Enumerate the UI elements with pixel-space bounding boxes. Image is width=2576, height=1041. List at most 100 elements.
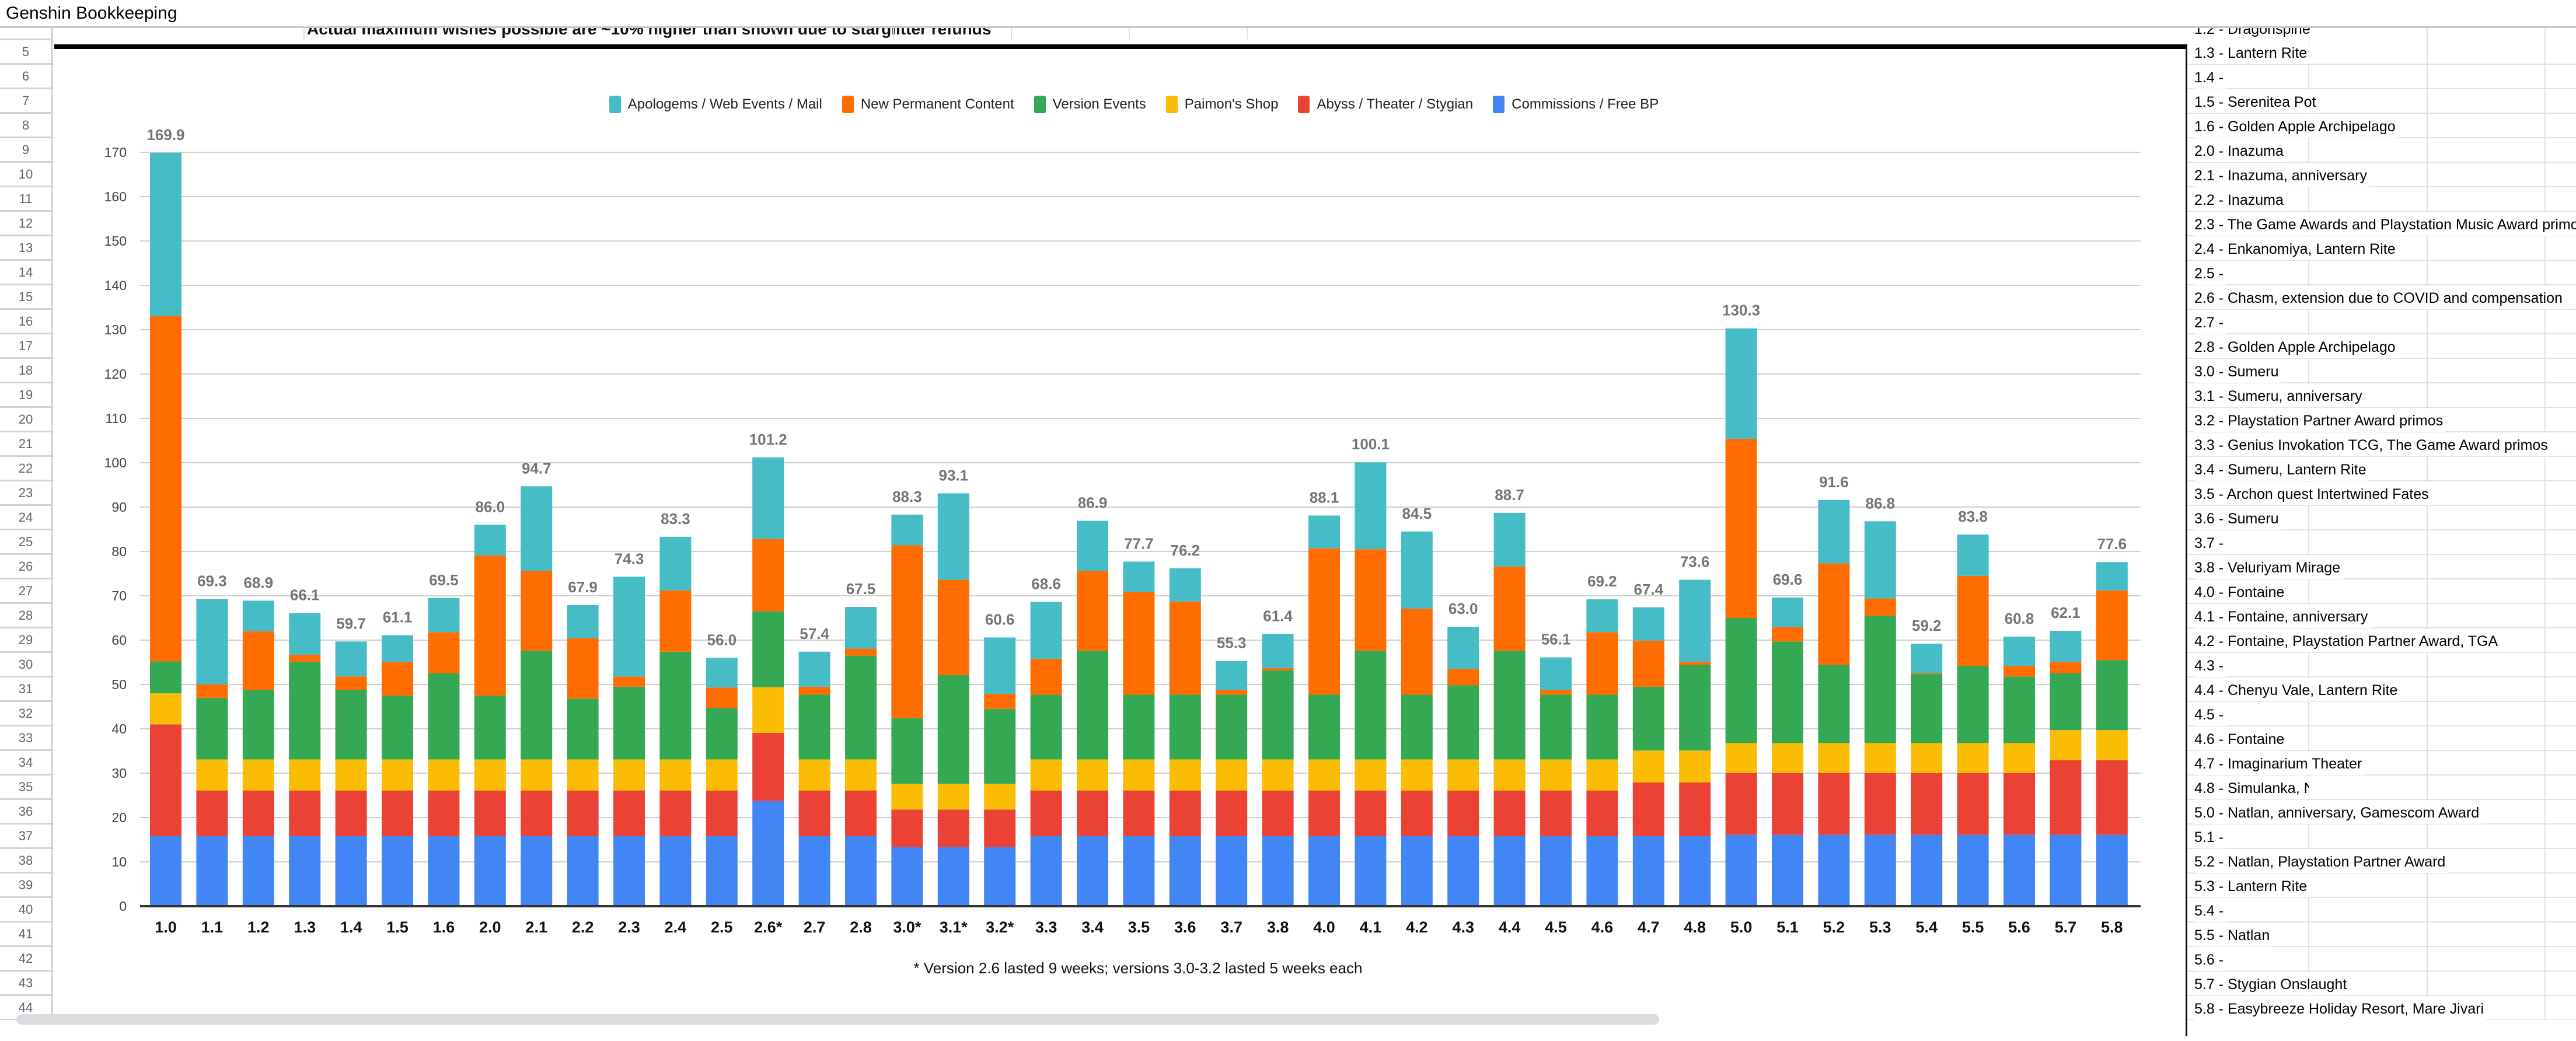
version-note-cell[interactable]: 5.6 - xyxy=(2194,948,2226,971)
version-note-cell[interactable]: 5.8 - Easybreeze Holiday Resort, Mare Ji… xyxy=(2194,997,2487,1020)
bar-segment xyxy=(196,836,228,906)
version-note-cell[interactable]: 3.7 - xyxy=(2194,531,2226,554)
row-header[interactable]: 18 xyxy=(0,359,53,383)
row-header[interactable]: 21 xyxy=(0,432,53,457)
row-header[interactable]: 33 xyxy=(0,726,53,751)
version-note-cell[interactable]: 3.2 - Playstation Partner Award primos xyxy=(2194,408,2446,432)
row-header[interactable]: 27 xyxy=(0,579,53,604)
version-note-cell[interactable]: 3.8 - Veluriyam Mirage xyxy=(2194,556,2343,579)
row-header[interactable]: 39 xyxy=(0,874,53,898)
version-note-cell[interactable]: 4.3 - xyxy=(2194,654,2226,677)
row-header[interactable]: 23 xyxy=(0,481,53,506)
version-note-cell[interactable]: 4.1 - Fontaine, anniversary xyxy=(2194,605,2371,628)
version-note-cell[interactable]: 3.4 - Sumeru, Lantern Rite xyxy=(2194,457,2369,481)
row-header[interactable]: 19 xyxy=(0,383,53,408)
version-note-cell[interactable]: 5.3 - Lantern Rite xyxy=(2194,874,2310,897)
row-header[interactable]: 16 xyxy=(0,310,53,334)
row-header[interactable]: 15 xyxy=(0,285,53,310)
row-header[interactable]: 24 xyxy=(0,506,53,530)
version-note-cell[interactable]: 4.2 - Fontaine, Playstation Partner Awar… xyxy=(2194,629,2501,652)
row-header[interactable]: 38 xyxy=(0,849,53,874)
row-header[interactable]: 13 xyxy=(0,236,53,261)
row-header[interactable]: 43 xyxy=(0,972,53,996)
x-tick-label: 5.5 xyxy=(1962,918,1984,936)
row-header[interactable]: 9 xyxy=(0,138,53,163)
row-header[interactable]: 37 xyxy=(0,825,53,849)
bar-segment xyxy=(474,525,506,556)
row-header[interactable]: 22 xyxy=(0,457,53,481)
version-note-cell[interactable]: 2.8 - Golden Apple Archipelago xyxy=(2194,335,2398,358)
row-header[interactable] xyxy=(0,28,53,40)
version-note-cell[interactable]: 4.6 - Fontaine xyxy=(2194,727,2287,750)
version-note-cell[interactable]: 3.0 - Sumeru xyxy=(2194,359,2281,383)
version-note-cell[interactable]: 3.5 - Archon quest Intertwined Fates xyxy=(2194,482,2431,505)
version-note-cell[interactable]: 5.2 - Natlan, Playstation Partner Award xyxy=(2194,850,2448,873)
row-header[interactable]: 30 xyxy=(0,653,53,677)
row-4-note[interactable]: Actual maximum wishes possible are ~10% … xyxy=(307,28,992,38)
version-note-cell[interactable]: 5.7 - Stygian Onslaught xyxy=(2194,972,2350,995)
x-tick-label: 4.5 xyxy=(1545,918,1567,936)
row-header[interactable]: 11 xyxy=(0,187,53,212)
bar-segment xyxy=(1077,651,1108,760)
row-header[interactable]: 35 xyxy=(0,775,53,800)
version-note-cell[interactable]: 1.4 - xyxy=(2194,65,2226,89)
version-note-cell[interactable]: 4.5 - xyxy=(2194,703,2226,726)
legend-item[interactable]: Abyss / Theater / Stygian xyxy=(1298,96,1473,113)
version-note-cell[interactable]: 5.4 - xyxy=(2194,899,2226,922)
row-header[interactable]: 36 xyxy=(0,800,53,825)
legend-item[interactable]: Apologems / Web Events / Mail xyxy=(609,96,822,113)
legend-item[interactable]: Version Events xyxy=(1034,96,1146,113)
row-header[interactable]: 25 xyxy=(0,530,53,555)
version-note-cell[interactable]: 2.1 - Inazuma, anniversary xyxy=(2194,163,2369,187)
legend-item[interactable]: Paimon's Shop xyxy=(1165,96,1278,113)
version-note-cell[interactable]: 3.3 - Genius Invokation TCG, The Game Aw… xyxy=(2194,433,2550,456)
stacked-bar-chart[interactable]: Apologems / Web Events / Mail New Permane… xyxy=(54,44,2187,1036)
version-note-cell[interactable]: 1.5 - Serenitea Pot xyxy=(2194,90,2319,113)
document-title[interactable]: Genshin Bookkeeping xyxy=(6,4,177,23)
row-header[interactable]: 5 xyxy=(0,40,53,65)
version-note-cell[interactable]: 2.7 - xyxy=(2194,310,2226,334)
version-note-cell[interactable]: 2.6 - Chasm, extension due to COVID and … xyxy=(2194,286,2565,309)
bar-total-label: 91.6 xyxy=(1819,473,1849,491)
version-note-cell[interactable]: 5.5 - Natlan xyxy=(2194,923,2273,946)
row-header[interactable]: 32 xyxy=(0,702,53,726)
version-note-cell[interactable]: 2.3 - The Game Awards and Playstation Mu… xyxy=(2194,212,2576,236)
version-note-cell[interactable]: 5.0 - Natlan, anniversary, Gamescom Awar… xyxy=(2194,801,2482,824)
version-note-cell[interactable]: 2.4 - Enkanomiya, Lantern Rite xyxy=(2194,237,2398,260)
row-header[interactable]: 42 xyxy=(0,947,53,972)
version-note-cell[interactable]: 4.4 - Chenyu Vale, Lantern Rite xyxy=(2194,678,2400,701)
row-header[interactable]: 12 xyxy=(0,212,53,236)
row-header[interactable]: 26 xyxy=(0,555,53,579)
horizontal-scrollbar[interactable] xyxy=(16,1014,1659,1025)
row-header[interactable]: 6 xyxy=(0,65,53,89)
row-header[interactable]: 40 xyxy=(0,898,53,923)
row-header[interactable]: 20 xyxy=(0,408,53,432)
version-note-cell[interactable]: 3.6 - Sumeru xyxy=(2194,506,2281,530)
row-header[interactable]: 17 xyxy=(0,334,53,359)
version-note-cell[interactable]: 2.5 - xyxy=(2194,261,2226,285)
bar-segment xyxy=(659,536,692,591)
legend-item[interactable]: Commissions / Free BP xyxy=(1493,96,1659,113)
version-note-cell[interactable]: 2.0 - Inazuma xyxy=(2194,139,2286,162)
row-header[interactable]: 7 xyxy=(0,89,53,114)
x-tick-label: 5.3 xyxy=(1869,918,1891,936)
version-note-cell[interactable]: 1.2 - Dragonspine xyxy=(2194,28,2313,40)
version-note-cell[interactable]: 5.1 - xyxy=(2194,825,2226,848)
y-tick-label: 70 xyxy=(111,588,127,603)
version-note-cell[interactable]: 2.2 - Inazuma xyxy=(2194,188,2286,211)
row-header[interactable]: 8 xyxy=(0,114,53,138)
row-header[interactable]: 28 xyxy=(0,604,53,628)
version-note-cell[interactable]: 4.7 - Imaginarium Theater xyxy=(2194,752,2365,775)
row-header[interactable]: 31 xyxy=(0,677,53,702)
version-note-cell[interactable]: 4.0 - Fontaine xyxy=(2194,580,2287,603)
row-header[interactable]: 10 xyxy=(0,163,53,187)
version-note-cell[interactable]: 1.6 - Golden Apple Archipelago xyxy=(2194,114,2398,138)
row-header[interactable]: 41 xyxy=(0,923,53,947)
row-header[interactable]: 34 xyxy=(0,751,53,775)
legend-item[interactable]: New Permanent Content xyxy=(842,96,1014,113)
row-header[interactable]: 14 xyxy=(0,261,53,285)
version-note-cell[interactable]: 4.8 - Simulanka, Neuvillette CN riot xyxy=(2194,776,2309,799)
version-note-cell[interactable]: 1.3 - Lantern Rite xyxy=(2194,41,2309,64)
version-note-cell[interactable]: 3.1 - Sumeru, anniversary xyxy=(2194,384,2365,407)
row-header[interactable]: 29 xyxy=(0,628,53,653)
